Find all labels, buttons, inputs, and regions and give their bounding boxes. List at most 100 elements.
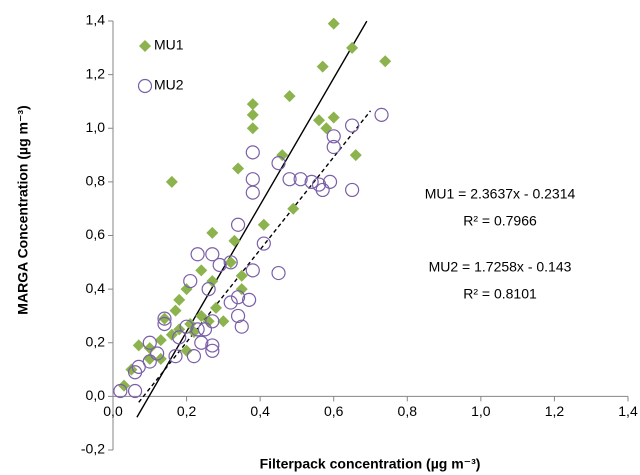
point [212, 257, 227, 273]
point [322, 174, 338, 189]
legend-label: MU1 [154, 37, 184, 53]
y-tick-label: 0,4 [86, 280, 106, 296]
point [379, 55, 392, 68]
point [180, 344, 193, 357]
point [172, 330, 187, 345]
point [206, 226, 219, 239]
x-tick-label: 0,4 [250, 403, 270, 419]
point [230, 290, 246, 305]
point [158, 312, 171, 325]
point [173, 323, 186, 336]
point [202, 315, 215, 328]
point [169, 304, 182, 317]
annotation: R² = 0.8101 [463, 286, 537, 302]
point [246, 98, 259, 111]
point [190, 247, 205, 262]
x-tick-label: 0,2 [177, 403, 197, 419]
point [205, 247, 220, 262]
y-tick-label: 1,0 [86, 119, 106, 135]
point [205, 338, 220, 353]
point [349, 149, 362, 162]
y-tick-label: 1,4 [86, 12, 106, 28]
point [242, 292, 257, 307]
point [345, 182, 360, 198]
y-tick-label: 0,6 [86, 226, 106, 242]
point [235, 283, 248, 296]
point [165, 328, 178, 341]
point [271, 156, 286, 171]
point [327, 111, 340, 124]
annotation: R² = 0.7966 [463, 213, 537, 229]
point [245, 172, 260, 187]
point [234, 319, 249, 334]
point [374, 107, 389, 122]
point [346, 41, 359, 54]
point [223, 255, 238, 270]
y-tick-label: -0,2 [81, 441, 105, 457]
point [246, 108, 259, 121]
point [217, 315, 230, 328]
point [232, 162, 245, 175]
point [311, 177, 327, 192]
point [210, 301, 222, 314]
annotation: MU2 = 1.7258x - 0.143 [429, 259, 572, 275]
point [293, 172, 308, 187]
y-tick-label: 0,8 [86, 173, 106, 189]
point [276, 149, 289, 162]
point [283, 90, 296, 103]
point [327, 17, 340, 30]
point [194, 335, 209, 350]
x-tick-label: 0,8 [398, 403, 418, 419]
point [143, 342, 156, 355]
point [127, 383, 143, 399]
point [245, 185, 260, 200]
point [245, 263, 260, 278]
point [245, 145, 260, 160]
point [320, 122, 333, 135]
point [282, 172, 297, 187]
point [345, 118, 360, 133]
legend-label: MU2 [154, 77, 184, 93]
x-tick-label: 1,0 [471, 403, 491, 419]
annotation: MU1 = 2.3637x - 0.2314 [425, 186, 576, 202]
point [157, 311, 172, 326]
point [224, 256, 237, 269]
point [180, 283, 193, 296]
y-tick-label: 1,2 [86, 65, 106, 81]
point [223, 295, 238, 310]
point [179, 319, 194, 334]
x-tick-label: 0,6 [324, 403, 344, 419]
point [235, 269, 248, 282]
point [316, 60, 329, 73]
point [257, 218, 270, 231]
point [186, 349, 202, 364]
trendline [138, 110, 372, 403]
point [205, 343, 220, 358]
trendline [136, 20, 368, 418]
y-tick-label: 0,0 [86, 387, 106, 403]
point [154, 334, 167, 347]
point [326, 129, 341, 144]
point [271, 265, 286, 281]
point [326, 139, 341, 155]
point [157, 316, 172, 332]
point [150, 346, 165, 361]
y-axis-title: MARGA Concentration (µg m⁻³) [15, 105, 31, 314]
point [173, 293, 186, 306]
point [201, 282, 216, 297]
point [304, 174, 319, 189]
point [183, 273, 198, 289]
point [168, 349, 183, 364]
x-tick-label: 1,4 [618, 403, 638, 419]
point [165, 175, 178, 188]
x-tick-label: 1,2 [545, 403, 565, 419]
point [113, 383, 128, 399]
point [132, 339, 145, 352]
point [190, 322, 205, 337]
point [230, 308, 246, 324]
x-axis-title: Filterpack concentration (µg m⁻³) [260, 456, 481, 472]
x-tick-label: 0,0 [103, 403, 123, 419]
y-tick-label: 0,2 [86, 333, 106, 349]
